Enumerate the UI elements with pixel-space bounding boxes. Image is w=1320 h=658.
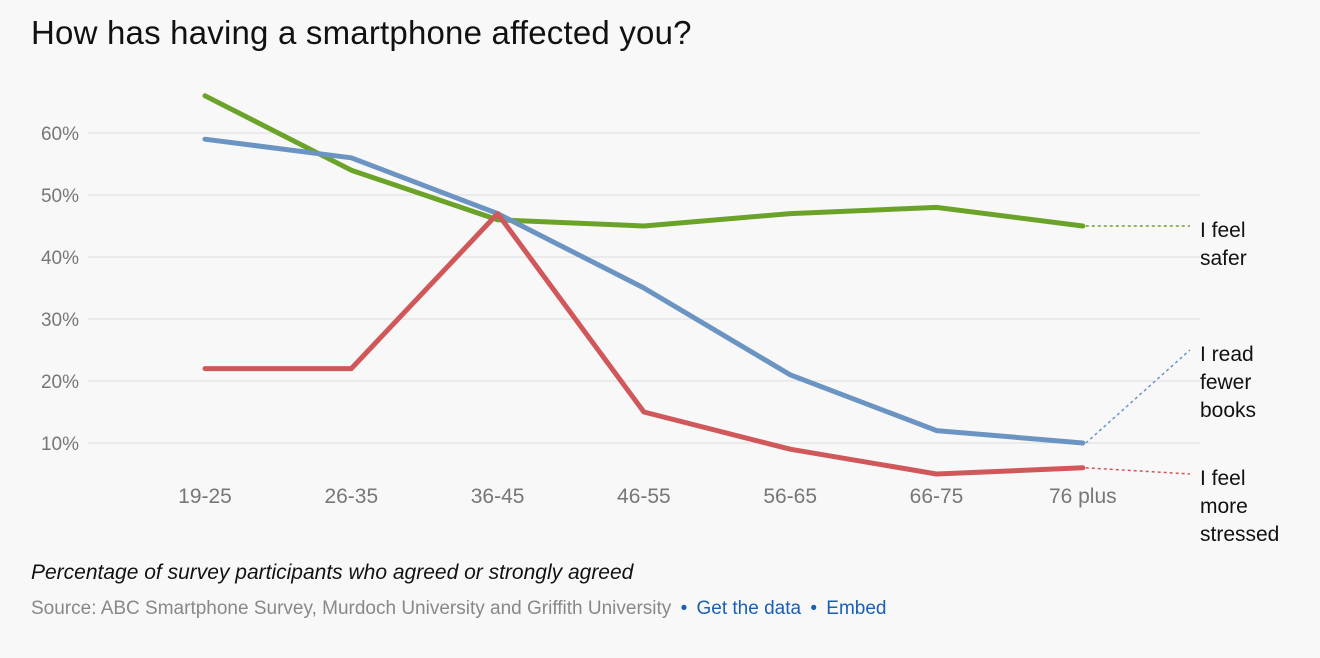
series-label: I read <box>1200 343 1254 366</box>
y-axis: 10% 20% 30% 40% 50% 60% <box>41 124 79 455</box>
series-label: safer <box>1200 247 1247 270</box>
label-connector <box>1085 349 1191 444</box>
y-tick-label: 60% <box>41 124 79 145</box>
gridlines <box>88 132 1200 444</box>
embed-link[interactable]: Embed <box>826 598 887 619</box>
x-tick-label: 26-35 <box>324 485 378 508</box>
x-tick-label: 19-25 <box>178 485 232 508</box>
series-line <box>202 136 1086 446</box>
source-text: Source: ABC Smartphone Survey, Murdoch U… <box>31 598 672 619</box>
label-connector <box>1085 467 1191 475</box>
get-the-data-link[interactable]: Get the data <box>696 598 802 619</box>
y-tick-label: 50% <box>41 186 79 207</box>
chart-subtitle: Percentage of survey participants who ag… <box>31 561 634 584</box>
x-tick-label: 36-45 <box>471 485 525 508</box>
label-connectors <box>1085 225 1191 475</box>
y-tick-label: 30% <box>41 310 79 331</box>
y-tick-label: 10% <box>41 434 79 455</box>
y-tick-label: 20% <box>41 372 79 393</box>
series-line <box>202 93 1086 229</box>
x-tick-label: 66-75 <box>910 485 964 508</box>
series-label: books <box>1200 399 1256 422</box>
series-label: I feel <box>1200 219 1246 242</box>
series-label: fewer <box>1200 371 1251 394</box>
source-footer: Source: ABC Smartphone Survey, Murdoch U… <box>31 598 887 620</box>
separator: • <box>680 598 688 619</box>
x-tick-label: 46-55 <box>617 485 671 508</box>
y-tick-label: 40% <box>41 248 79 269</box>
series-labels: I feel safer I read fewer books I feel more str… <box>1200 219 1279 546</box>
series-label: I feel <box>1200 467 1246 490</box>
x-tick-label: 56-65 <box>763 485 817 508</box>
series-lines <box>202 93 1086 477</box>
line-chart: 10% 20% 30% 40% 50% 60% 19-25 26-35 36-45 46-55 5… <box>41 93 1279 546</box>
x-tick-label: 76 plus <box>1049 485 1117 508</box>
series-label: stressed <box>1200 523 1279 546</box>
series-label: more <box>1200 495 1248 518</box>
separator: • <box>810 598 818 619</box>
x-axis: 19-25 26-35 36-45 46-55 56-65 66-75 76 plus <box>178 485 1117 508</box>
chart-title: How has having a smartphone affected you… <box>31 14 692 51</box>
series-line <box>202 211 1086 477</box>
